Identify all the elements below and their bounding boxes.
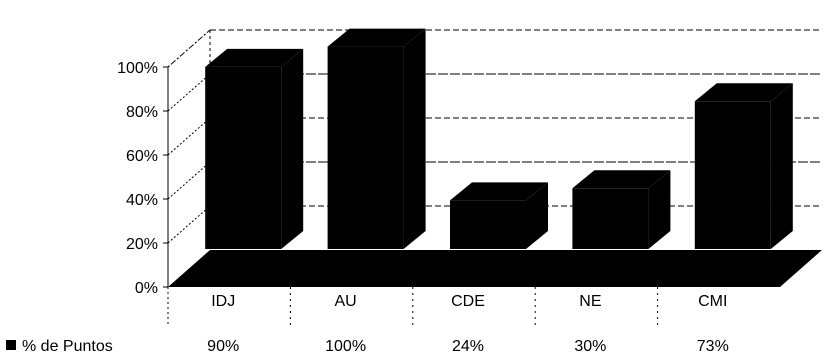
y-tick-label: 80% [126, 104, 158, 121]
bar-cmi [694, 83, 793, 249]
bar-top [572, 170, 671, 189]
table-value: 24% [452, 338, 484, 355]
bar-ne [572, 170, 671, 249]
bar-top [694, 83, 793, 102]
bar-front [694, 101, 771, 249]
side-gridline [167, 117, 211, 156]
bar-cde [450, 182, 548, 249]
side-gridline [167, 205, 211, 244]
y-axis: 0% 20% 40% 60% 80% 100% [117, 60, 169, 297]
bar-front [205, 66, 282, 249]
bar-side [648, 170, 671, 249]
floor-plane [168, 250, 822, 287]
bar-side [281, 48, 304, 250]
table-value: 73% [697, 338, 729, 355]
y-tick-label: 100% [117, 60, 158, 77]
table-value: 90% [207, 338, 239, 355]
bar-au [327, 28, 426, 249]
side-gridline [167, 161, 211, 200]
y-tick-label: 40% [126, 192, 158, 209]
legend-series-name: % de Puntos [22, 338, 113, 355]
bar-side [526, 182, 548, 249]
bar-front [450, 200, 526, 249]
y-tick-label: 20% [126, 236, 158, 253]
bar-top [327, 28, 426, 47]
data-table: IDJ 90% AU 100% CDE 24% NE 30% CMI 73% % de Puntos [6, 287, 729, 355]
bar-side [770, 83, 793, 249]
y-tick-label: 0% [135, 280, 158, 297]
bar-top [205, 48, 304, 67]
side-gridline [167, 29, 211, 68]
bar-side [403, 28, 426, 249]
bar-front [327, 46, 404, 249]
table-value: 100% [325, 338, 366, 355]
y-tick-label: 60% [126, 148, 158, 165]
bars [205, 28, 793, 250]
bar-front [572, 188, 649, 249]
bar-idj [205, 48, 304, 250]
category-label: NE [579, 293, 601, 310]
bar-top [450, 182, 548, 201]
category-label: CMI [698, 293, 727, 310]
side-gridline [167, 73, 211, 112]
category-label: CDE [451, 293, 485, 310]
table-value: 30% [574, 338, 606, 355]
chart-floor [168, 250, 822, 287]
legend-key [6, 340, 16, 350]
category-label: AU [334, 293, 356, 310]
category-label: IDJ [211, 293, 235, 310]
